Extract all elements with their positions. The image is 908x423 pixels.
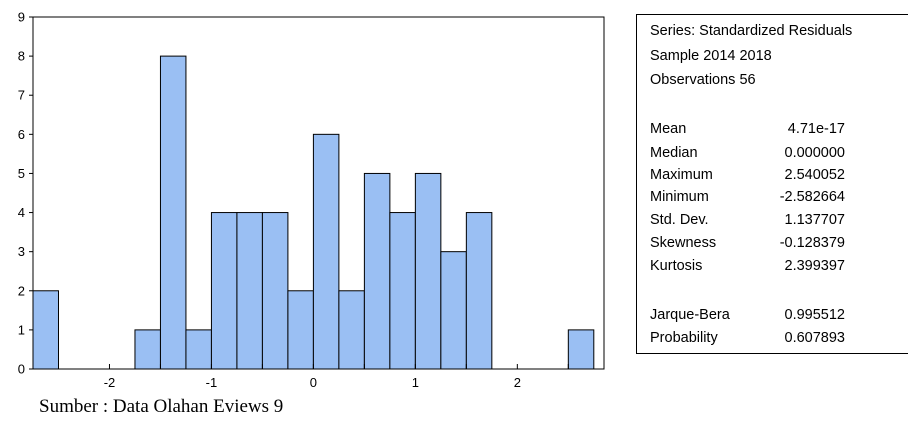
histogram-bar (261, 212, 289, 370)
stat-value: 0.995512 (784, 307, 845, 323)
y-tick-label: 7 (18, 88, 25, 103)
histogram-bar (236, 212, 263, 370)
histogram-bar (287, 290, 314, 370)
stat-label: Probability (650, 330, 718, 346)
y-tick-label: 0 (18, 362, 25, 377)
histogram-bar (465, 212, 493, 370)
histogram-bar (338, 290, 365, 370)
y-tick-label: 5 (18, 166, 25, 181)
stat-label: Jarque-Bera (650, 307, 730, 323)
source-caption: Sumber : Data Olahan Eviews 9 (39, 396, 284, 417)
histogram-bar (32, 290, 59, 370)
histogram-bars (32, 55, 595, 370)
x-axis: -2 -1 0 1 2 (57, 364, 569, 390)
x-tick-label: 0 (310, 375, 317, 390)
stat-label: Std. Dev. (650, 212, 709, 228)
x-tick-label: -2 (104, 375, 116, 390)
histogram-bar (440, 251, 467, 370)
y-tick-label: 3 (18, 244, 25, 259)
stat-label: Minimum (650, 189, 709, 205)
stat-value: -2.582664 (779, 189, 845, 205)
stat-value: -0.128379 (779, 235, 845, 251)
histogram-bar (414, 172, 442, 370)
x-tick-label: 2 (514, 375, 521, 390)
series-label: Series: Standardized Residuals (650, 23, 853, 39)
histogram-bar (567, 329, 595, 370)
observations-label: Observations 56 (650, 72, 756, 88)
histogram-bar (312, 133, 340, 370)
stat-label: Maximum (650, 167, 713, 183)
y-tick-label: 9 (18, 10, 25, 25)
stat-value: 1.137707 (784, 212, 845, 228)
y-tick-label: 6 (18, 127, 25, 142)
stat-label: Skewness (650, 235, 717, 251)
stat-value: 2.399397 (784, 258, 845, 274)
stat-label: Kurtosis (650, 258, 703, 274)
x-tick-label: -1 (206, 375, 218, 390)
stat-value: 2.540052 (784, 167, 845, 183)
y-axis: 0 1 2 3 4 5 6 7 8 9 (18, 10, 33, 377)
summary-statistics-panel: Series: Standardized Residuals Sample 20… (636, 14, 908, 354)
stat-label: Median (650, 145, 698, 161)
histogram-bar (185, 329, 212, 370)
histogram-bar (159, 55, 187, 370)
y-tick-label: 4 (18, 205, 25, 220)
histogram-bar (210, 212, 238, 370)
x-tick-label: 1 (412, 375, 419, 390)
stat-value: 0.000000 (784, 145, 845, 161)
y-tick-label: 8 (18, 49, 25, 64)
stat-label: Mean (650, 121, 687, 137)
y-tick-label: 1 (18, 322, 25, 337)
histogram-bar (389, 212, 416, 370)
y-tick-label: 2 (18, 283, 25, 298)
sample-label: Sample 2014 2018 (650, 48, 772, 64)
histogram-bar (134, 329, 161, 370)
histogram-bar (363, 172, 391, 370)
stat-value: 0.607893 (784, 330, 845, 346)
histogram-chart: 0 1 2 3 4 5 6 7 8 9 -2 -1 0 1 2 (18, 10, 605, 390)
stat-value: 4.71e-17 (787, 121, 845, 137)
